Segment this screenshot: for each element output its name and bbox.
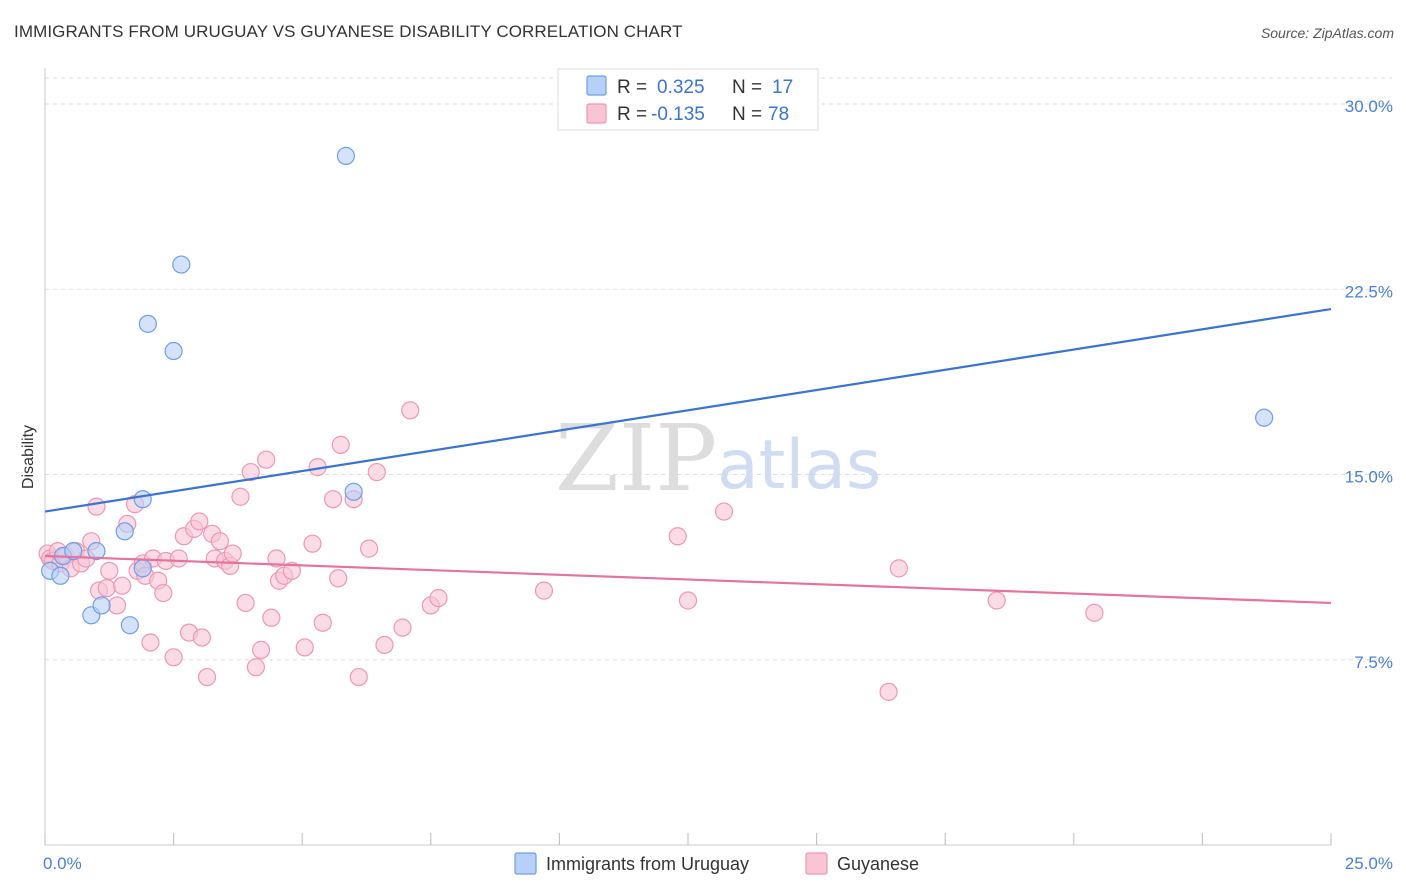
point-uruguay-13 xyxy=(172,255,191,274)
correlation-legend: R = 0.325 N = 17 R = -0.135 N = 78 xyxy=(557,68,819,131)
y-tick-label-1: 15.0% xyxy=(1345,468,1393,487)
point-guyanese-45 xyxy=(251,640,271,659)
legend-swatch-guyanese xyxy=(586,103,607,124)
point-uruguay-8 xyxy=(120,616,139,635)
bottom-legend-swatch-uruguay xyxy=(514,852,537,875)
legend-n-label-guyanese: N = xyxy=(732,104,762,125)
point-guyanese-53 xyxy=(303,534,322,553)
point-uruguay-3 xyxy=(64,541,83,561)
watermark: ZIP atlas xyxy=(555,405,881,512)
legend-r-value-guyanese: -0.135 xyxy=(651,104,705,125)
point-guyanese-14 xyxy=(100,561,119,580)
point-guyanese-63 xyxy=(375,635,394,655)
legend-n-label-uruguay: N = xyxy=(732,77,762,98)
point-guyanese-48 xyxy=(267,549,286,568)
point-guyanese-69 xyxy=(668,527,687,546)
series-uruguay-points xyxy=(41,146,1274,635)
point-guyanese-13 xyxy=(97,579,116,598)
point-uruguay-14 xyxy=(336,146,356,166)
legend-swatch-uruguay xyxy=(586,75,607,96)
x-tick-labels: 0.0% 25.0% xyxy=(43,854,1393,873)
point-guyanese-62 xyxy=(367,462,386,482)
point-guyanese-74 xyxy=(987,591,1006,610)
point-uruguay-16 xyxy=(1255,408,1274,427)
bottom-legend-swatch-guyanese xyxy=(805,852,828,875)
point-guyanese-22 xyxy=(141,633,160,652)
point-guyanese-56 xyxy=(323,490,343,509)
point-guyanese-47 xyxy=(262,608,281,627)
point-guyanese-46 xyxy=(257,450,276,469)
y-tick-label-2: 22.5% xyxy=(1345,282,1393,301)
source-credit: Source: ZipAtlas.com xyxy=(1260,25,1394,41)
point-guyanese-25 xyxy=(154,583,173,603)
trend-line-uruguay xyxy=(44,307,1332,513)
point-guyanese-34 xyxy=(197,667,217,687)
point-uruguay-7 xyxy=(115,522,134,541)
point-guyanese-44 xyxy=(246,658,266,677)
point-guyanese-65 xyxy=(401,401,420,420)
legend-n-value-guyanese: 78 xyxy=(768,104,789,125)
point-uruguay-5 xyxy=(87,541,106,561)
point-guyanese-60 xyxy=(349,667,368,687)
watermark-zip: ZIP xyxy=(555,405,717,512)
point-uruguay-12 xyxy=(164,341,183,361)
point-guyanese-72 xyxy=(879,682,898,701)
watermark-atlas: atlas xyxy=(717,426,881,505)
point-guyanese-37 xyxy=(210,532,229,551)
point-guyanese-73 xyxy=(889,559,909,578)
point-uruguay-6 xyxy=(92,596,111,615)
point-guyanese-32 xyxy=(190,512,209,531)
point-guyanese-64 xyxy=(393,618,412,637)
point-guyanese-42 xyxy=(236,593,255,613)
point-guyanese-67 xyxy=(429,588,448,608)
point-guyanese-61 xyxy=(359,539,379,558)
point-guyanese-33 xyxy=(192,628,211,647)
point-guyanese-57 xyxy=(329,569,348,588)
legend-r-value-uruguay: 0.325 xyxy=(657,77,705,98)
point-uruguay-9 xyxy=(133,559,152,578)
y-tick-label-3: 30.0% xyxy=(1345,97,1393,116)
series-legend: Immigrants from Uruguay Guyanese xyxy=(514,852,919,875)
point-guyanese-11 xyxy=(87,497,106,516)
point-uruguay-15 xyxy=(344,482,363,501)
x-tick-label-1: 25.0% xyxy=(1345,854,1393,873)
point-uruguay-11 xyxy=(138,314,157,333)
chart-title: IMMIGRANTS FROM URUGUAY VS GUYANESE DISA… xyxy=(14,22,683,41)
point-uruguay-1 xyxy=(51,566,70,585)
point-guyanese-52 xyxy=(295,638,314,657)
legend-n-value-uruguay: 17 xyxy=(772,77,793,98)
point-guyanese-75 xyxy=(1085,603,1104,622)
y-tick-label-0: 7.5% xyxy=(1354,653,1393,672)
point-guyanese-15 xyxy=(107,596,127,615)
trend-line-guyanese xyxy=(44,554,1332,605)
point-guyanese-27 xyxy=(164,648,183,667)
point-guyanese-43 xyxy=(241,462,260,482)
x-tick-label-0: 0.0% xyxy=(43,854,82,873)
point-guyanese-68 xyxy=(534,581,554,600)
point-guyanese-41 xyxy=(231,487,250,506)
legend-r-label-guyanese: R = xyxy=(617,104,647,125)
point-guyanese-70 xyxy=(678,591,698,610)
point-uruguay-10 xyxy=(133,490,152,509)
point-guyanese-51 xyxy=(282,561,302,580)
point-guyanese-71 xyxy=(714,502,734,521)
point-guyanese-40 xyxy=(223,544,242,563)
point-guyanese-16 xyxy=(113,576,132,595)
legend-r-label-uruguay: R = xyxy=(617,77,647,98)
bottom-legend-label-guyanese: Guyanese xyxy=(837,854,919,874)
point-guyanese-58 xyxy=(331,435,350,454)
y-tick-labels: 7.5% 15.0% 22.5% 30.0% xyxy=(1345,97,1393,672)
point-guyanese-55 xyxy=(313,613,332,632)
gridlines xyxy=(45,77,1392,661)
x-axis-ticks xyxy=(44,833,1332,845)
y-axis-label: Disability xyxy=(20,425,37,489)
point-guyanese-28 xyxy=(169,549,188,568)
bottom-legend-label-uruguay: Immigrants from Uruguay xyxy=(546,854,749,874)
